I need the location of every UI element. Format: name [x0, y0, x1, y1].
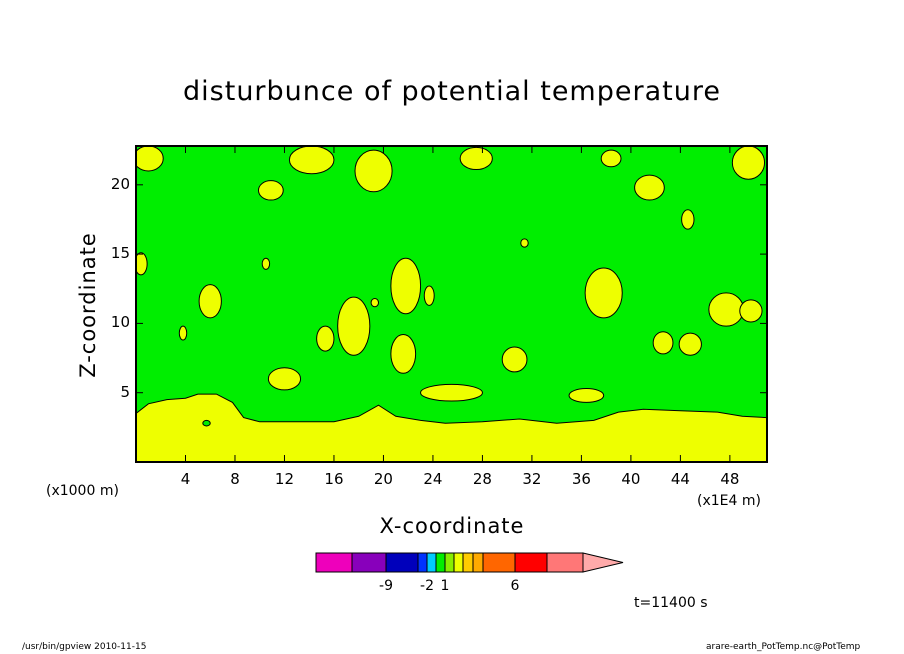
x-tick-label: 48	[720, 470, 740, 488]
anomaly-blob	[390, 333, 417, 374]
anomaly-blob	[708, 292, 744, 327]
anomaly-blob	[420, 383, 483, 402]
x-tick-label: 44	[670, 470, 690, 488]
colorbar-segment	[351, 552, 387, 573]
x-tick-label: 40	[621, 470, 641, 488]
y-tick-label: 10	[110, 313, 130, 332]
time-label: t=11400 s	[634, 595, 708, 611]
negative-cell	[202, 419, 211, 427]
colorbar-segment	[453, 552, 464, 573]
anomaly-blob	[634, 174, 665, 201]
colorbar-tick-label: -2	[420, 578, 434, 594]
anomaly-blob	[354, 149, 393, 193]
colorbar-tick-label: 1	[440, 578, 450, 594]
x-tick-label: 28	[472, 470, 492, 488]
anomaly-blob	[731, 146, 766, 180]
y-axis-label: Z-coordinate	[76, 232, 100, 378]
anomaly-blob	[257, 180, 284, 201]
colorbar-segment	[472, 552, 484, 573]
anomaly-blob	[267, 367, 302, 391]
x-tick-label: 20	[373, 470, 393, 488]
colorbar-segment	[385, 552, 419, 573]
chart-title: disturbunce of potential temperature	[183, 76, 721, 107]
colorbar-segment	[462, 552, 474, 573]
anomaly-blob	[337, 296, 371, 356]
x-tick-label: 32	[522, 470, 542, 488]
footer-source: arare-earth_PotTemp.nc@PotTemp	[706, 642, 861, 652]
x-tick-label: 24	[423, 470, 443, 488]
anomaly-blob	[261, 257, 271, 270]
x-tick-label: 16	[324, 470, 344, 488]
y-tick-label: 5	[120, 382, 130, 401]
anomaly-blob	[316, 325, 335, 352]
anomaly-blob	[136, 252, 148, 276]
anomaly-blob	[390, 257, 422, 315]
anomaly-blob	[198, 284, 222, 319]
x-tick-label: 4	[180, 470, 191, 488]
axis-ticks	[136, 146, 767, 462]
anomaly-blob	[600, 149, 622, 168]
x-axis-label: X-coordinate	[379, 514, 525, 538]
y-tick-label: 20	[110, 174, 130, 193]
anomaly-blob	[681, 209, 695, 230]
x-unit-label: (x1000 m)	[46, 483, 119, 499]
anomaly-blob	[370, 297, 380, 308]
colorbar-segment	[426, 552, 437, 573]
colorbar	[315, 552, 624, 573]
anomaly-blob	[520, 238, 529, 248]
colorbar-segment	[444, 552, 455, 573]
x-tick-label: 12	[274, 470, 295, 488]
background-contour-level	[136, 146, 767, 462]
colorbar-segment	[417, 552, 428, 573]
colorbar-segment	[546, 552, 584, 573]
footer-command: /usr/bin/gpview 2010-11-15	[22, 642, 147, 652]
x-tick-label: 8	[230, 470, 240, 488]
anomaly-blob	[652, 331, 674, 355]
plot-frame	[135, 145, 768, 463]
anomaly-blob	[178, 325, 188, 341]
anomaly-blob	[136, 146, 164, 172]
x-scale-label: (x1E4 m)	[697, 493, 761, 509]
colorbar-segment	[315, 552, 353, 573]
anomaly-blob	[584, 267, 623, 319]
anomaly-blob	[459, 146, 493, 171]
colorbar-tick-label: -9	[379, 578, 393, 594]
colorbar-arrow	[582, 552, 624, 573]
x-tick-label: 36	[571, 470, 591, 488]
lower-warm-layer	[136, 393, 767, 462]
anomaly-blob	[423, 285, 435, 306]
anomaly-blob	[288, 146, 335, 175]
y-tick-label: 15	[110, 244, 130, 263]
colorbar-tick-label: 6	[510, 578, 520, 594]
colorbar-segment	[482, 552, 516, 573]
anomaly-blob	[501, 346, 528, 373]
colorbar-segment	[514, 552, 548, 573]
anomaly-blob	[739, 299, 763, 323]
anomaly-blob	[678, 332, 702, 356]
anomaly-blob	[568, 388, 605, 403]
plot-area	[136, 146, 767, 462]
colorbar-segment	[435, 552, 446, 573]
